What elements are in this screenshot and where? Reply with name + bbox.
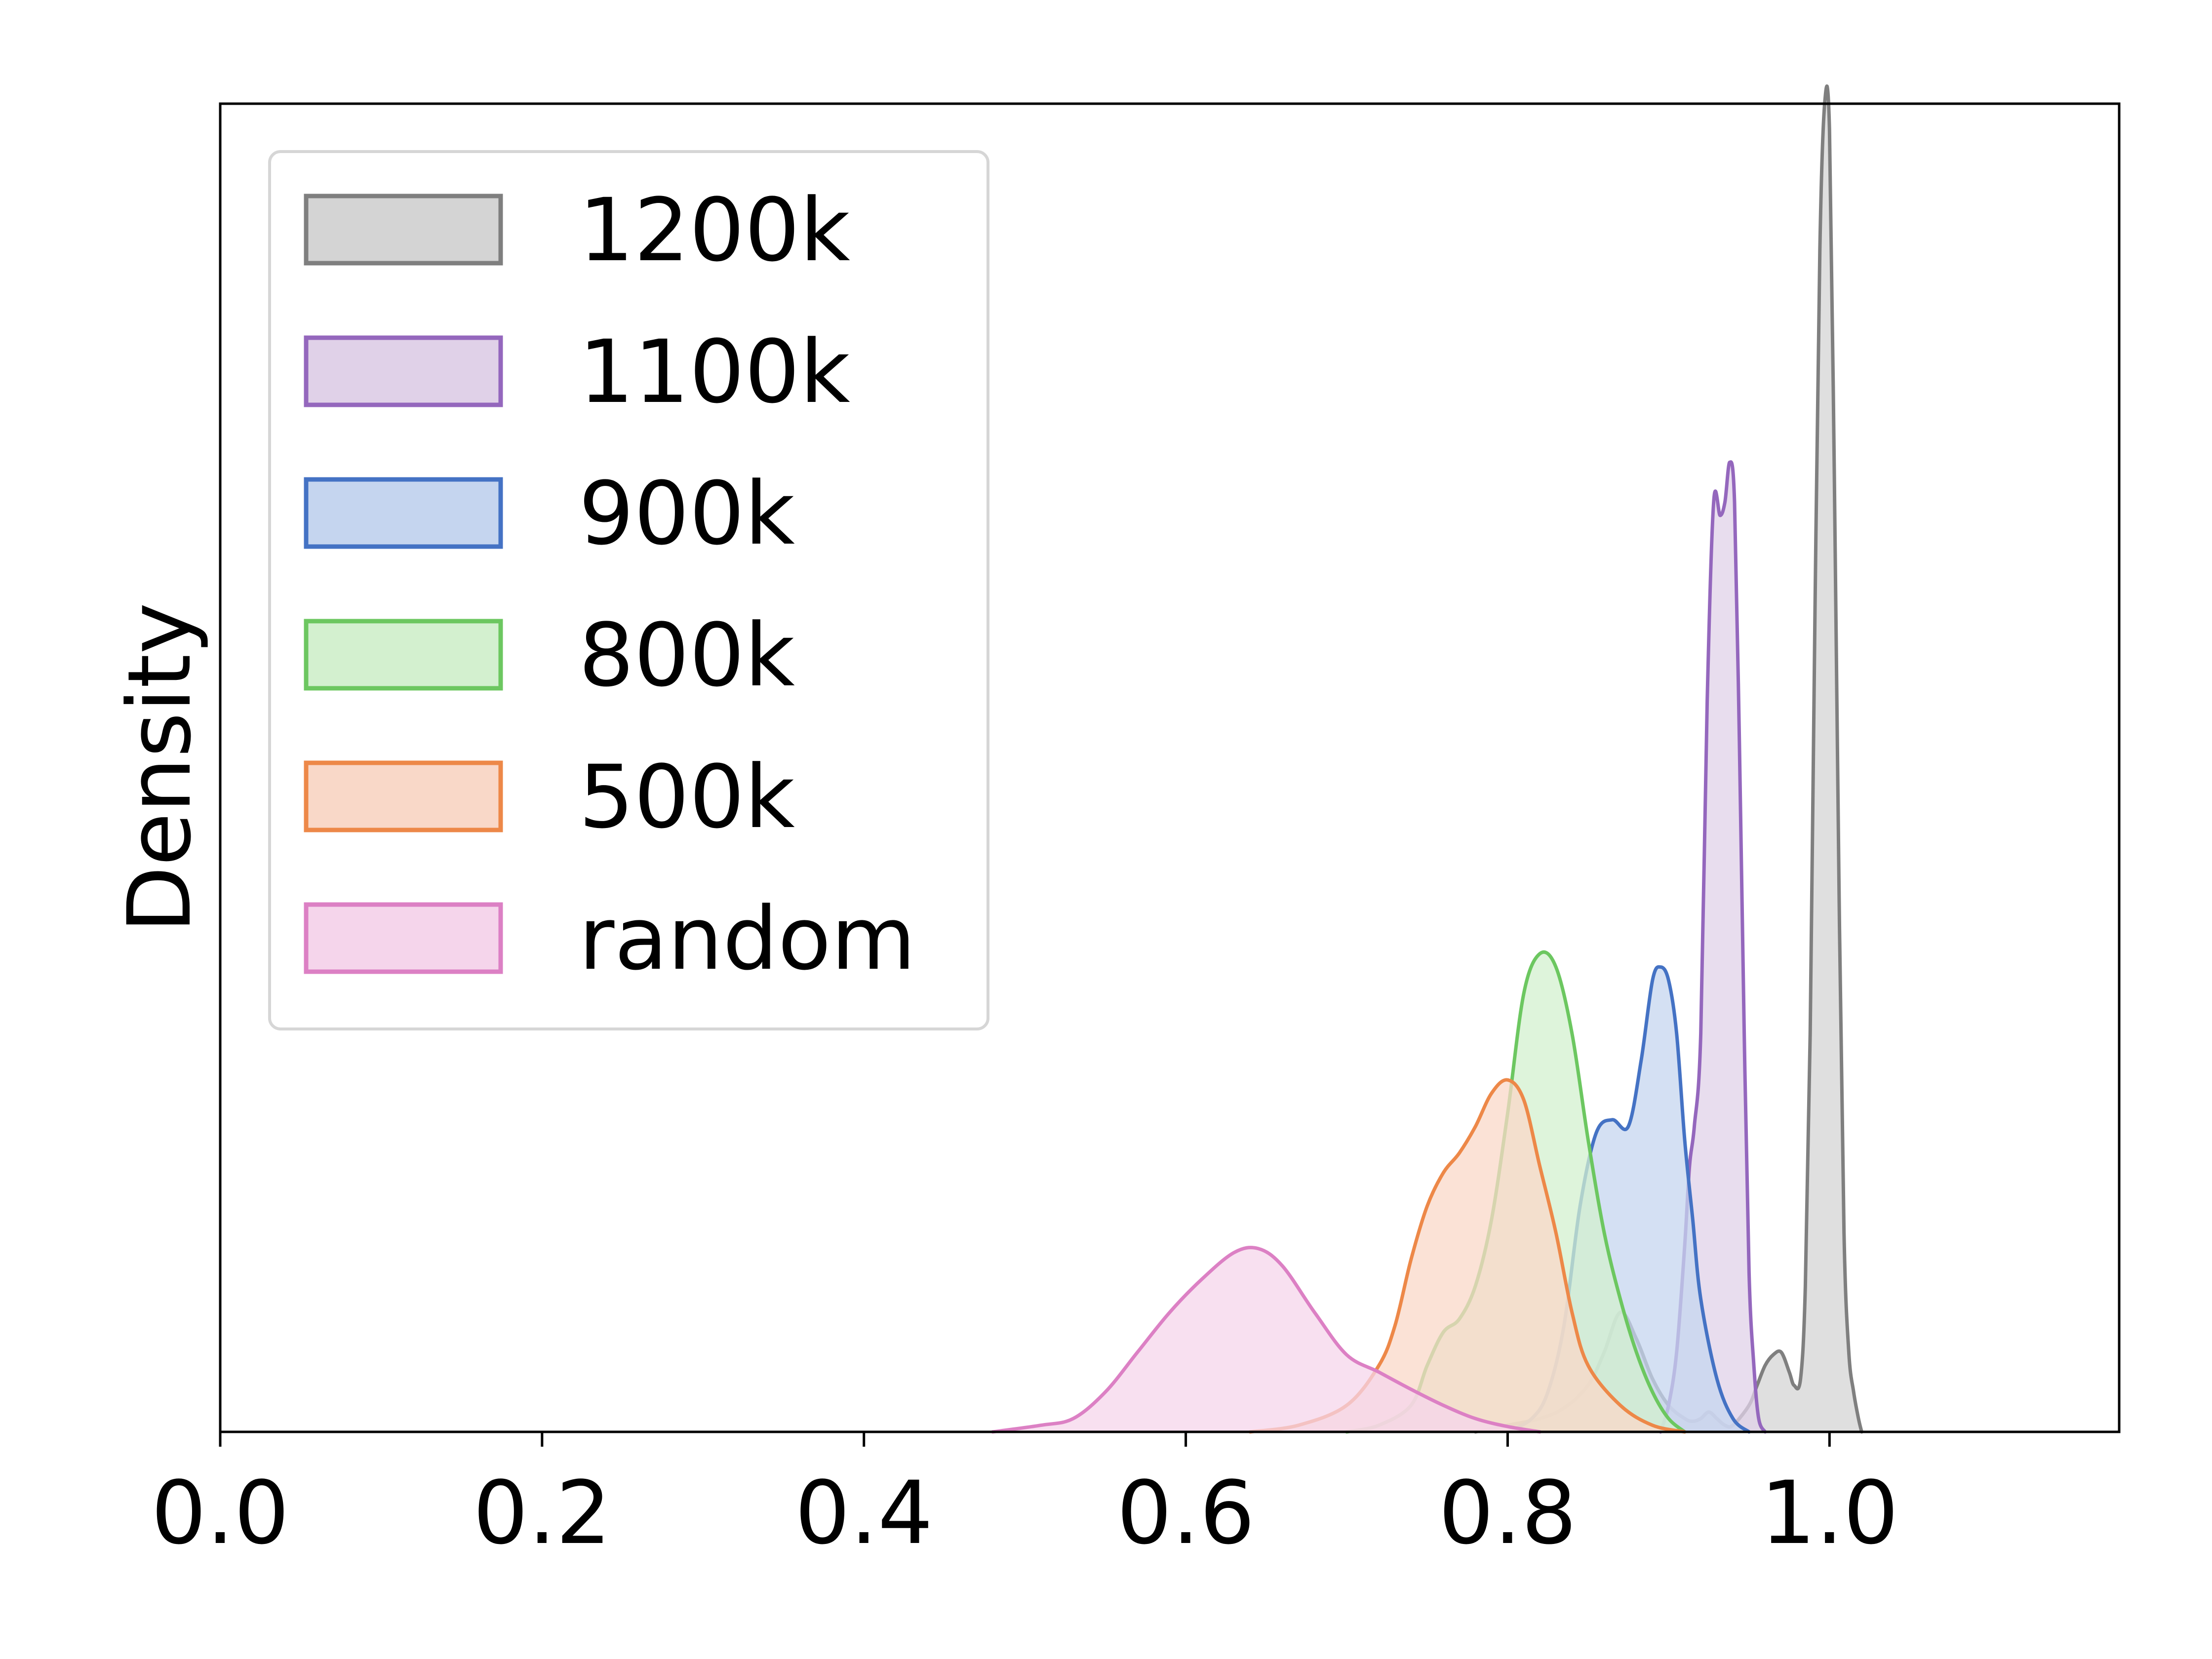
legend-swatch-random bbox=[304, 902, 503, 974]
x-tick-label-0-6: 0.6 bbox=[1117, 1462, 1255, 1564]
series-layer bbox=[991, 84, 1863, 1434]
line-500k bbox=[1248, 1078, 1687, 1434]
y-axis-label: Density bbox=[109, 602, 210, 933]
area-1200k bbox=[1475, 86, 1862, 1432]
legend-label-random: random bbox=[579, 888, 916, 989]
legend-label-500k: 500k bbox=[579, 747, 795, 848]
legend-swatch-1100k bbox=[304, 335, 503, 407]
legend-swatch-900k bbox=[304, 477, 503, 549]
x-axis: 0.0 0.2 0.4 0.6 0.8 1.0 bbox=[151, 1432, 1898, 1564]
legend-label-900k: 900k bbox=[579, 463, 795, 564]
legend-swatch-800k bbox=[304, 619, 503, 691]
line-random bbox=[991, 1246, 1542, 1434]
legend-label-1100k: 1100k bbox=[579, 321, 850, 423]
area-500k bbox=[1250, 1079, 1685, 1432]
legend-swatch-1200k bbox=[304, 194, 503, 266]
legend-label-1200k: 1200k bbox=[579, 180, 850, 281]
plot-frame bbox=[219, 102, 2121, 1433]
x-tick-label-0-4: 0.4 bbox=[795, 1462, 933, 1564]
x-tick-label-0-8: 0.8 bbox=[1439, 1462, 1577, 1564]
legend-swatch-500k bbox=[304, 760, 503, 832]
legend-label-800k: 800k bbox=[579, 605, 795, 706]
x-tick-label-0-0: 0.0 bbox=[151, 1462, 289, 1564]
area-1100k bbox=[1660, 462, 1765, 1432]
legend: 1200k 1100k 900k 800k 500k random bbox=[268, 150, 989, 1030]
x-tick-label-0-2: 0.2 bbox=[473, 1462, 611, 1564]
x-tick-label-1-0: 1.0 bbox=[1760, 1462, 1898, 1564]
